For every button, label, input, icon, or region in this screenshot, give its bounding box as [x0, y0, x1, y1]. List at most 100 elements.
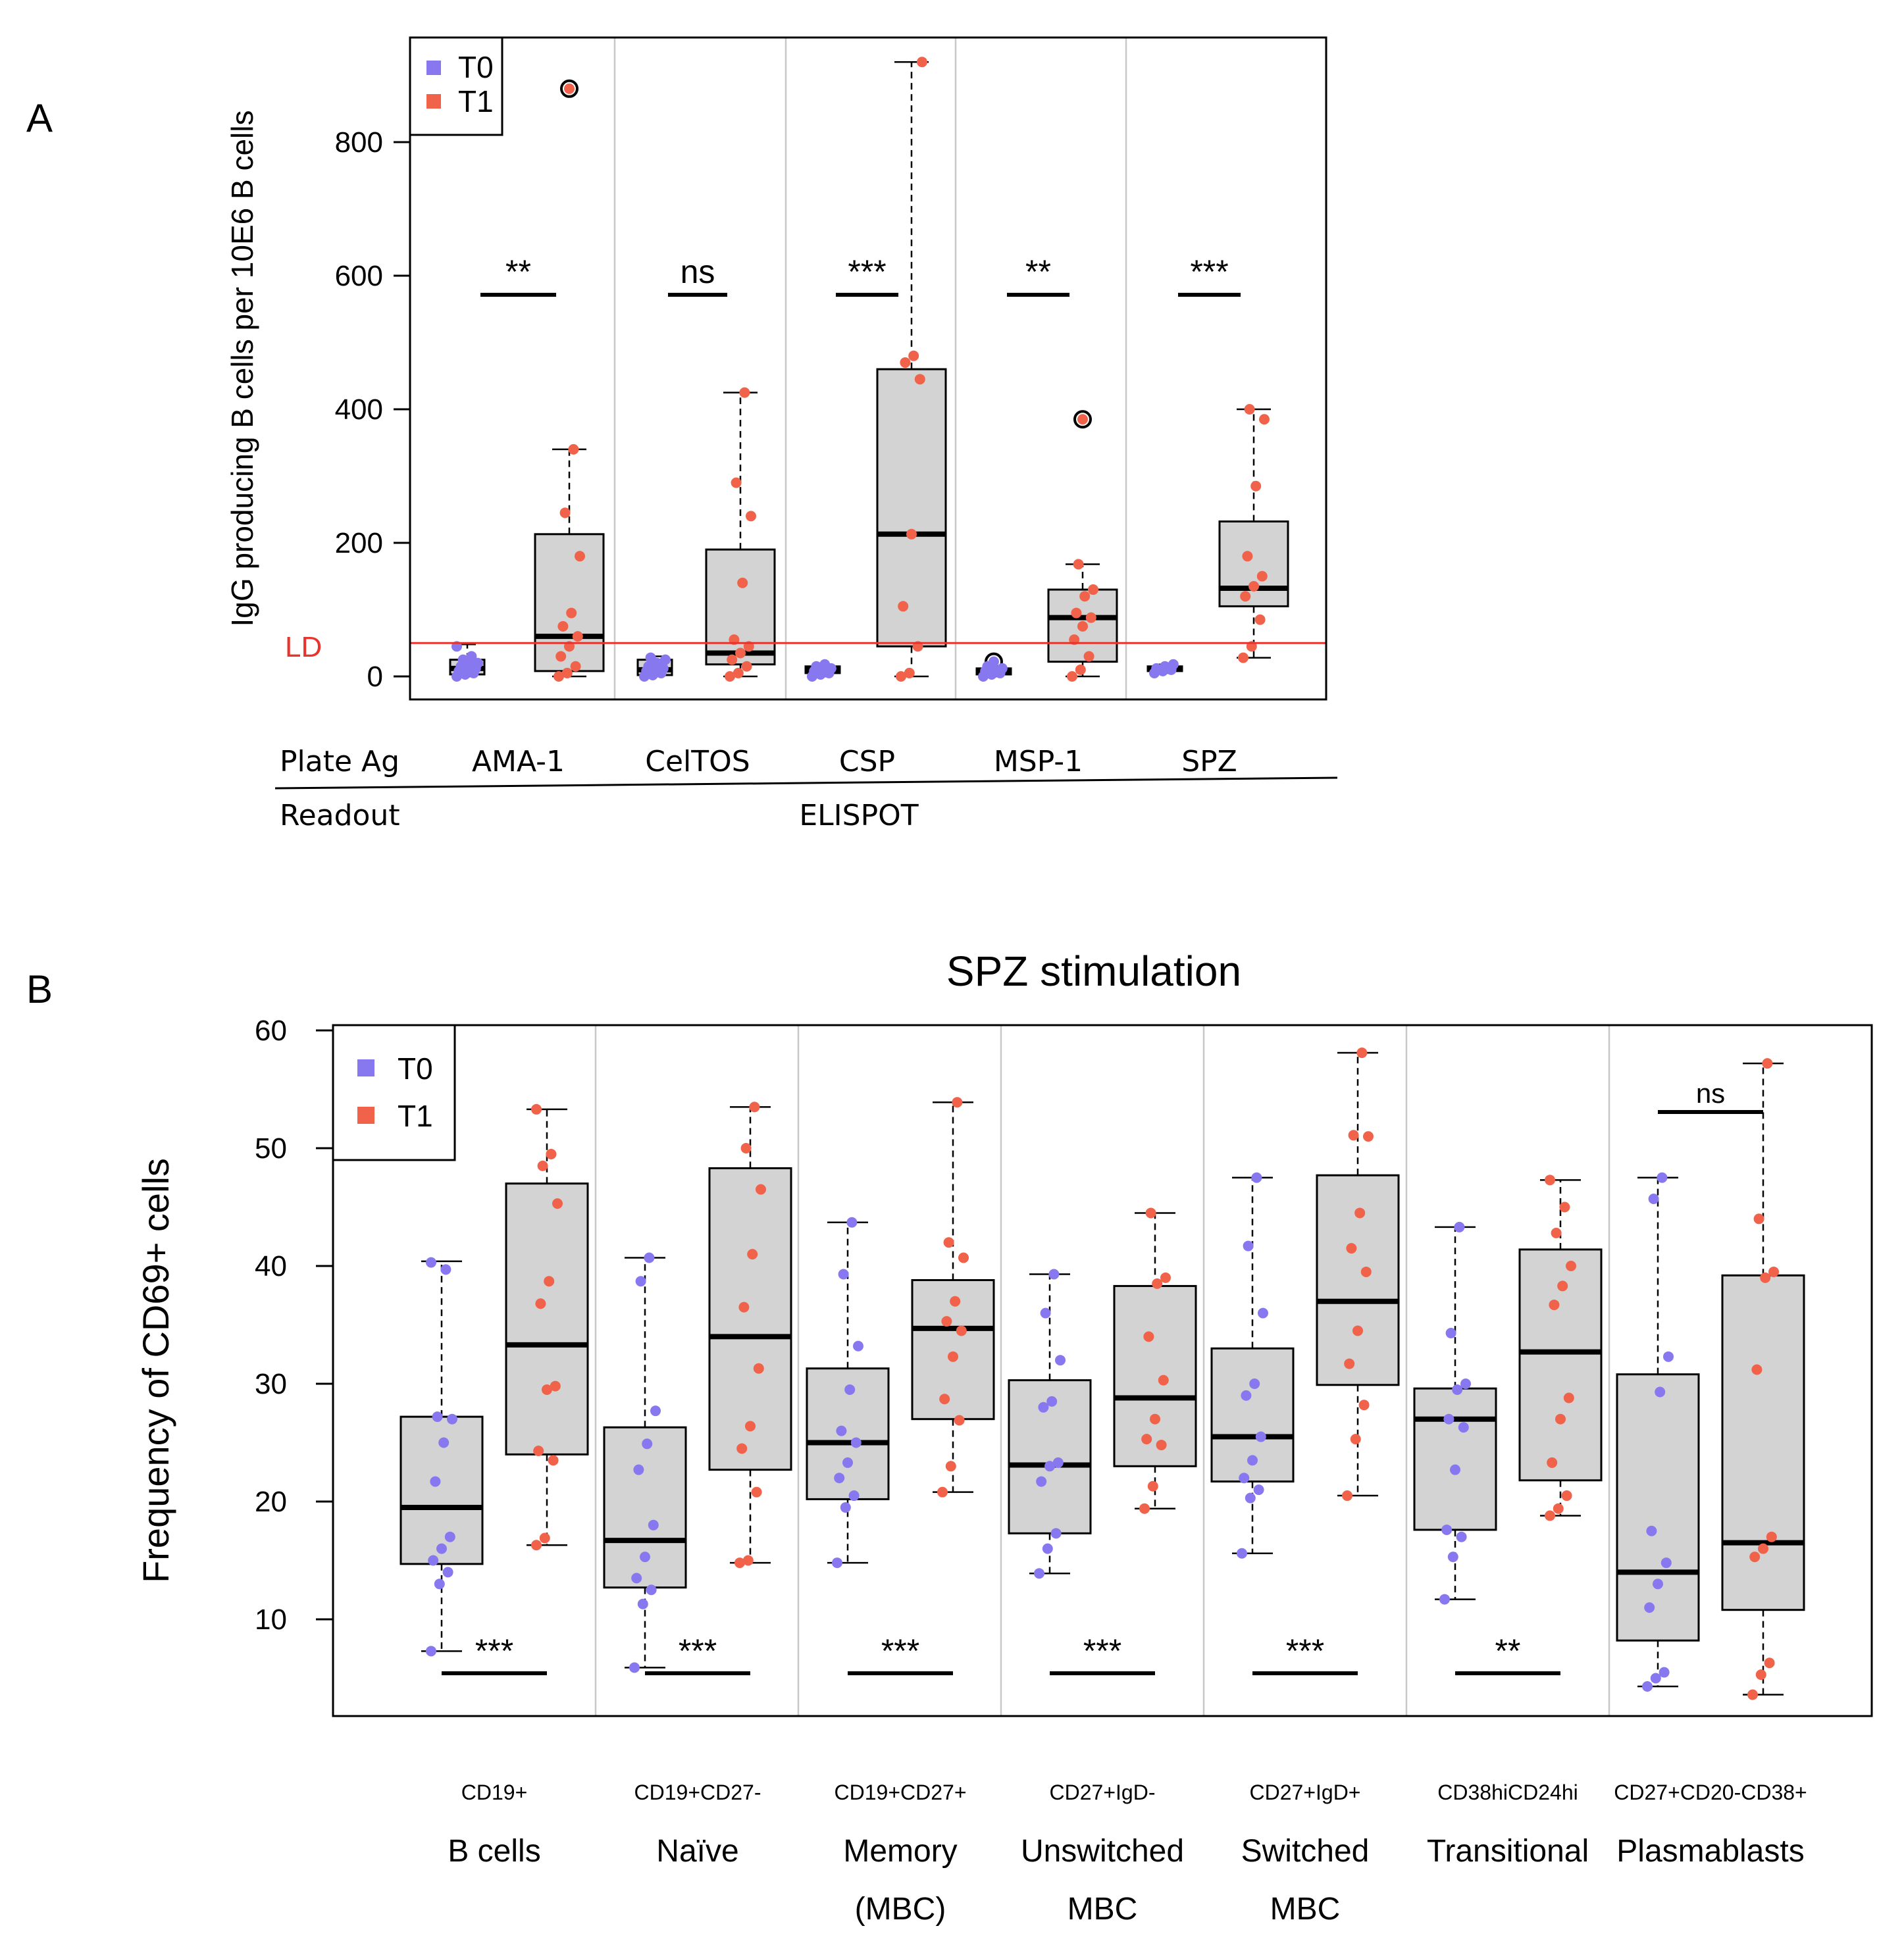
- panel-b-group-3-t0-point-8: [853, 1340, 863, 1352]
- panel-a-ama-1-t1-point-5: [572, 631, 583, 642]
- panel-b-group-1-t1-point-2: [548, 1455, 559, 1466]
- panel-b-group-5-t0-point-0: [1237, 1548, 1247, 1559]
- panel-b-group-7-t1-point-10: [1762, 1058, 1773, 1069]
- panel-a-celtos-t0-point-6: [643, 661, 654, 672]
- panel-b-group-1-t0-point-3: [428, 1555, 439, 1566]
- panel-a-frame: [409, 36, 1327, 701]
- panel-a-csp-t1-point-8: [917, 57, 927, 68]
- panel-a-ytick-label-0: 0: [367, 661, 383, 693]
- panel-b-group-5-t0-point-2: [1253, 1484, 1264, 1496]
- panel-label-a: A: [26, 96, 53, 140]
- panel-b-group-3-t1-point-0: [937, 1486, 948, 1498]
- panel-b-group-5-t0-point-3: [1239, 1473, 1250, 1484]
- panel-a-spz-t1-point-2: [1254, 614, 1266, 625]
- panel-a-msp-1-t1-point-5: [1085, 612, 1096, 623]
- panel-b-group-6-t1-point-9: [1551, 1227, 1562, 1238]
- panel-b-group-4-t1-point-0: [1139, 1503, 1150, 1514]
- panel-b-group-5-t0-point-6: [1241, 1390, 1252, 1401]
- panel-a-ama-1-t1-point-3: [555, 651, 567, 662]
- panel-b-group-4-t0-point-7: [1046, 1396, 1058, 1407]
- panel-b-group-6-label: Transitional: [1427, 1834, 1589, 1869]
- panel-b-group-2-t1-point-8: [756, 1184, 766, 1195]
- panel-b: B SPZ stimulation *** CD19+ B cells *** CD19…: [26, 948, 1873, 1927]
- panel-b-group-7-t0-point-0: [1642, 1681, 1653, 1692]
- panel-a-celtos-t1-point-9: [731, 477, 742, 488]
- panel-b-group-7-t1-point-2: [1764, 1657, 1775, 1669]
- panel-b-ytick-label-10: 10: [255, 1604, 287, 1636]
- panel-b-ytick-label-40: 40: [255, 1250, 287, 1282]
- panel-b-group-3-t0-point-4: [842, 1457, 853, 1468]
- panel-b-group-2-t1-point-3: [736, 1443, 748, 1454]
- panel-b-group-1-marker: CD19+: [461, 1781, 528, 1804]
- panel-b-group-1-t1-point-9: [537, 1160, 548, 1171]
- panel-b-group-3-t0-point-5: [850, 1437, 862, 1448]
- panel-b-group-1-t0-point-4: [436, 1543, 447, 1554]
- legend-b-t1-swatch: [357, 1107, 374, 1124]
- panel-b-group-2-t0-point-5: [648, 1519, 659, 1530]
- panel-b-group-4-sig-label: ***: [1083, 1632, 1121, 1669]
- panel-a-celtos-t1-point-4: [735, 647, 746, 659]
- legend-b-t0-label: T0: [398, 1051, 433, 1086]
- panel-a-csp-plate-label: CSP: [839, 745, 895, 778]
- panel-a-ama-1-t1-point-2: [570, 661, 581, 672]
- panel-b-group-1-t0-point-10: [440, 1264, 451, 1275]
- panel-b-group-5-t0-point-4: [1247, 1455, 1258, 1466]
- panel-b-group-1-sig-label: ***: [475, 1632, 513, 1669]
- panel-b-group-7-t1-point-8: [1768, 1266, 1779, 1277]
- panel-a-ama-1-t0-point-10: [466, 651, 477, 662]
- panel-b-group-3-t0-point-1: [840, 1502, 851, 1513]
- panel-b-group-7-label: Plasmablasts: [1616, 1834, 1804, 1869]
- panel-b-group-2-t0-point-8: [650, 1405, 661, 1417]
- panel-a-ytick-label-400: 400: [335, 393, 383, 426]
- panel-b-group-4-t0-point-10: [1048, 1269, 1060, 1280]
- panel-b-group-4-label: Unswitched: [1021, 1834, 1184, 1869]
- panel-b-group-6-t0-point-2: [1456, 1531, 1467, 1542]
- panel-b-group-4-t1-point-5: [1158, 1375, 1169, 1386]
- panel-b-group-2-t0-point-10: [644, 1252, 655, 1263]
- panel-a-celtos-t1-point-0: [725, 671, 735, 682]
- panel-a-ama-1-sig-label: **: [505, 253, 531, 290]
- panel-a-spz-t1-point-6: [1242, 551, 1253, 562]
- panel-b-group-1-t1-point-0: [531, 1540, 542, 1551]
- panel-b-group-5-t0-point-8: [1258, 1307, 1268, 1319]
- panel-b-group-6-t1-point-0: [1545, 1510, 1555, 1521]
- panel-a-msp-1-sig-label: **: [1025, 253, 1051, 290]
- panel-b-group-1-t1-point-7: [544, 1276, 555, 1287]
- panel-b-group-7-t1-point-0: [1747, 1689, 1758, 1700]
- panel-a-msp-1-t0-point-5: [996, 663, 1008, 674]
- panel-b-group-5-t0-point-10: [1251, 1172, 1262, 1183]
- panel-b-group-1-t0-point-5: [444, 1531, 455, 1542]
- panel-b-group-4-label-2: MBC: [1068, 1892, 1138, 1927]
- panel-b-group-7-t0-point-4: [1653, 1579, 1663, 1590]
- panel-b-group-3-t1-point-3: [939, 1394, 950, 1405]
- legend-t0-label: T0: [458, 50, 494, 84]
- panel-b-group-4-t0-point-9: [1040, 1307, 1051, 1319]
- panel-b-group-4-t0-point-0: [1034, 1568, 1044, 1579]
- panel-a-ama-1-t1-point-6: [557, 620, 569, 632]
- panel-b-group-4-t1-point-7: [1152, 1278, 1163, 1289]
- panel-b-group-7-t0-point-1: [1650, 1673, 1661, 1684]
- panel-b-group-5-t1-point-4: [1352, 1325, 1363, 1336]
- ld-label: LD: [285, 631, 322, 663]
- panel-b-group-4-t1-point-2: [1156, 1440, 1167, 1451]
- panel-b-group-1-t0-point-6: [430, 1476, 441, 1487]
- panel-a-spz-plate-label: SPZ: [1181, 745, 1237, 778]
- panel-b-group-7-t0-box: [1616, 1373, 1700, 1642]
- panel-a-csp-t1-point-3: [898, 601, 909, 612]
- readout-value: ELISPOT: [799, 799, 918, 832]
- panel-b-group-1-t1-point-8: [552, 1198, 563, 1209]
- panel-a-csp-t1-box: [876, 368, 947, 647]
- panel-b-ytick-label-30: 30: [255, 1368, 287, 1400]
- panel-a-msp-1-t1-point-0: [1067, 671, 1077, 682]
- panel-b-group-7-t1-point-3: [1749, 1552, 1761, 1563]
- panel-a-spz-t1-point-3: [1240, 591, 1251, 602]
- panel-a-ama-1-t1-outlier-point-0: [564, 83, 575, 94]
- panel-b-group-4-t1-point-6: [1143, 1331, 1154, 1342]
- panel-a-ama-1-t0-point-8: [473, 657, 483, 669]
- panel-b-group-2-t1-point-1: [742, 1555, 754, 1566]
- panel-a-msp-1-t1-outlier-0: [1073, 410, 1092, 429]
- panel-a-spz-t0-point-3: [1151, 663, 1162, 674]
- panel-b-group-6-t1-point-5: [1563, 1392, 1574, 1403]
- panel-b-group-1-t0-point-7: [438, 1437, 450, 1448]
